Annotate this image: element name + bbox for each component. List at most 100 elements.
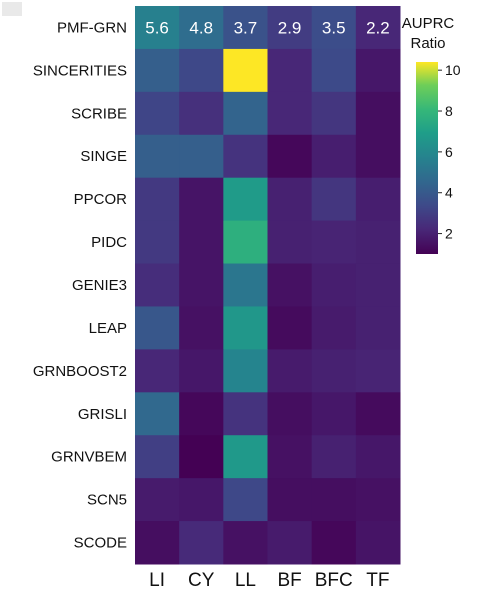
heatmap-cell [135, 91, 180, 136]
row-label: GRNVBEM [51, 449, 127, 466]
heatmap-cell [355, 48, 401, 93]
heatmap-cell [267, 263, 313, 307]
heatmap-cell [267, 392, 313, 436]
heatmap-cell [179, 48, 224, 93]
heatmap-cell [223, 349, 268, 393]
heatmap-cell [179, 177, 224, 222]
heatmap-cell [267, 349, 313, 393]
column-labels: LI CY LL BF BFC TF [149, 570, 389, 590]
heatmap-cell [135, 6, 180, 50]
heatmap-cell [179, 478, 224, 522]
row-label: PIDC [91, 234, 127, 251]
heatmap-cell [223, 220, 268, 265]
row-label: SCRIBE [71, 105, 127, 122]
cell-value-label: 2.2 [366, 18, 390, 37]
heatmap-cell [179, 435, 224, 479]
colorbar-tick-label: 10 [445, 62, 461, 78]
heatmap-cell [355, 435, 401, 479]
heatmap-cell [355, 349, 401, 393]
heatmap-cell [223, 48, 268, 93]
row-label: LEAP [89, 320, 127, 337]
colorbar-gradient [416, 62, 438, 254]
heatmap-cell [267, 478, 313, 522]
cell-value-label: 4.8 [189, 18, 213, 37]
heatmap-cell [355, 478, 401, 522]
heatmap-cell [267, 306, 313, 350]
heatmap-cell [355, 521, 401, 565]
heatmap-cell [223, 392, 268, 436]
row-label: SCODE [74, 535, 127, 552]
row-label: PPCOR [74, 191, 128, 208]
row-label: SINGE [80, 148, 127, 165]
heatmap-cell [267, 521, 313, 565]
row-label: GENIE3 [72, 277, 127, 294]
heatmap-cell [223, 91, 268, 136]
heatmap-cell [311, 435, 357, 479]
heatmap-cell [311, 392, 357, 436]
row-label: PMF-GRN [57, 19, 127, 36]
heatmap-cell [311, 177, 357, 222]
heatmap-cell [135, 435, 180, 479]
heatmap-cell [311, 521, 357, 565]
heatmap-cell [267, 48, 313, 93]
heatmap-cell [311, 478, 357, 522]
heatmap-cell [179, 349, 224, 393]
cell-value-label: 2.9 [278, 18, 302, 37]
column-label: BF [277, 570, 301, 590]
colorbar: AUPRC Ratio 2 4 6 8 10 [402, 15, 461, 254]
heatmap-cell [311, 263, 357, 307]
heatmap-cell [223, 478, 268, 522]
heatmap-cell [223, 6, 268, 50]
heatmap-cell [267, 220, 313, 265]
row-label: SINCERITIES [33, 62, 127, 79]
heatmap-cell [223, 134, 268, 179]
heatmap-cell [135, 349, 180, 393]
colorbar-tick-label: 2 [445, 226, 453, 242]
heatmap-cell [311, 349, 357, 393]
corner-marker [2, 2, 22, 16]
row-label: GRISLI [78, 406, 127, 423]
heatmap-cell [267, 134, 313, 179]
heatmap-cell [267, 91, 313, 136]
heatmap-cell [179, 263, 224, 307]
heatmap-cell [355, 134, 401, 179]
heatmap-cell [311, 48, 357, 93]
column-label: LL [235, 570, 256, 590]
row-label: SCN5 [87, 492, 127, 509]
heatmap-cell [135, 263, 180, 307]
colorbar-tick-label: 8 [445, 103, 453, 119]
row-labels: PMF-GRN SINCERITIES SCRIBE SINGE PPCOR PIDC GE… [33, 19, 127, 551]
row-label: GRNBOOST2 [33, 363, 127, 380]
heatmap-cell [135, 177, 180, 222]
heatmap-cell [267, 6, 313, 50]
heatmap-cell [311, 134, 357, 179]
heatmap-cell [135, 134, 180, 179]
heatmap-cell [355, 91, 401, 136]
top-row-value-labels: 5.6 4.8 3.7 2.9 3.5 2.2 [145, 18, 389, 37]
heatmap-cell [267, 177, 313, 222]
cell-value-label: 3.7 [234, 18, 258, 37]
heatmap-cell [135, 478, 180, 522]
colorbar-tick-label: 6 [445, 144, 453, 160]
colorbar-title-line2: Ratio [410, 35, 445, 52]
heatmap-cell [355, 392, 401, 436]
heatmap-cell [135, 306, 180, 350]
colorbar-tick-label: 4 [445, 185, 453, 201]
colorbar-ticks: 2 4 6 8 10 [438, 62, 461, 242]
heatmap-cell [179, 91, 224, 136]
heatmap-cell [355, 306, 401, 350]
column-label: BFC [315, 570, 353, 590]
heatmap-cell [311, 6, 357, 50]
column-label: TF [366, 570, 389, 590]
cell-value-label: 5.6 [145, 18, 169, 37]
heatmap-cell [267, 435, 313, 479]
heatmap-cell [223, 263, 268, 307]
heatmap-cell [135, 521, 180, 565]
heatmap-cell [355, 177, 401, 222]
heatmap-cell [223, 521, 268, 565]
heatmap-cells [135, 6, 401, 565]
heatmap-cell [311, 306, 357, 350]
heatmap-cell [355, 263, 401, 307]
heatmap-cell [223, 306, 268, 350]
